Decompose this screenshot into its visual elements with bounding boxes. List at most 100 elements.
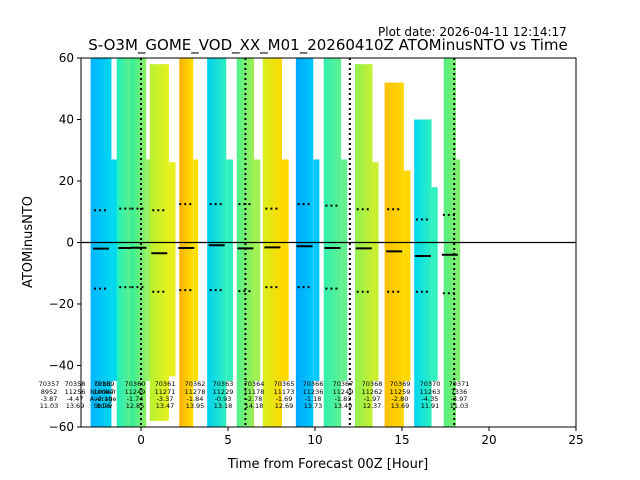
orbit-spread	[313, 159, 320, 381]
orbit-stat: 12.85	[126, 402, 145, 410]
orbit-stat: 70371	[449, 380, 470, 388]
orbit-stat: 70359	[94, 380, 115, 388]
orbit-stat: -1.97	[364, 395, 381, 403]
orbit-stat: 13.69	[66, 402, 85, 410]
orbit-stat: 11271	[155, 388, 176, 396]
orbit-stat: 70360	[125, 380, 146, 388]
y-tick-label: −60	[49, 420, 74, 434]
y-tick-label: 20	[59, 174, 74, 188]
orbit-stat: 11263	[420, 388, 441, 396]
orbit-stat: -4.35	[422, 395, 439, 403]
orbit-stat: 70361	[155, 380, 176, 388]
stats-header-label: Average	[90, 395, 117, 403]
orbit-spread	[111, 159, 119, 381]
y-axis: −60 −40 −20 0 20 40 60	[49, 51, 81, 434]
orbit-stat: 11229	[213, 388, 234, 396]
orbit-band	[384, 82, 404, 427]
orbit-spread	[146, 159, 152, 381]
orbit-stat: 70365	[274, 380, 295, 388]
orbit-spread	[193, 159, 199, 381]
orbit-stat: -1.84	[187, 395, 204, 403]
orbit-stat: 9.76	[97, 402, 111, 410]
orbit-spread	[226, 159, 233, 381]
x-axis-label: Time from Forecast 00Z [Hour]	[227, 457, 429, 472]
orbit-spread	[455, 159, 461, 381]
orbit-stat: 7336	[451, 388, 468, 396]
orbit-stat: -2.19	[96, 395, 113, 403]
orbit-stat: 14.18	[245, 402, 264, 410]
orbit-stat: -3.87	[41, 395, 58, 403]
orbit-stat: -2.78	[246, 395, 263, 403]
orbit-stat: 11259	[390, 388, 411, 396]
y-tick-label: 0	[66, 236, 74, 250]
orbit-stat: -1.69	[276, 395, 293, 403]
orbit-stat: -1.18	[305, 395, 322, 403]
orbit-stat: 13.69	[391, 402, 410, 410]
orbit-stat: 13.95	[186, 402, 205, 410]
orbit-stat: 70363	[213, 380, 234, 388]
orbit-stat: 11249	[125, 388, 146, 396]
orbit-stat: 70358	[65, 380, 86, 388]
orbit-band	[355, 64, 373, 428]
orbit-stat: 11173	[274, 388, 295, 396]
y-axis-label: ATOMinusNTO	[21, 196, 36, 288]
orbit-stat: 12.37	[363, 402, 382, 410]
orbit-stat: -4.47	[67, 395, 84, 403]
forecast-lines	[140, 58, 456, 427]
orbit-stat: 10047	[94, 388, 115, 396]
orbit-spread	[168, 162, 176, 377]
orbit-stat: 11.91	[421, 402, 440, 410]
x-axis: 0 5 10 15 20 25	[137, 427, 584, 447]
plot-date: Plot date: 2026-04-11 12:14:17	[378, 25, 567, 39]
x-tick-label: 0	[137, 433, 145, 447]
orbit-stat: 11.03	[40, 402, 59, 410]
orbit-stat: 70357	[39, 380, 60, 388]
orbit-spread	[254, 159, 261, 381]
x-tick-label: 15	[394, 433, 409, 447]
orbit-stat: 70370	[420, 380, 441, 388]
orbit-spread	[403, 170, 411, 381]
y-tick-label: 40	[59, 113, 74, 127]
orbit-stat: 70364	[244, 380, 265, 388]
orbit-stat: 70368	[362, 380, 383, 388]
orbit-stat: 70366	[303, 380, 324, 388]
orbit-stat: 11178	[244, 388, 265, 396]
stats-header-label: Stdev	[94, 402, 113, 410]
orbit-stat: 11262	[362, 388, 383, 396]
orbit-stat: 12.69	[275, 402, 294, 410]
orbit-stat: 70367	[333, 380, 354, 388]
orbit-stat: 13.47	[156, 402, 175, 410]
stats-header-label: Number	[90, 388, 116, 396]
orbit-stat: 13.73	[304, 402, 323, 410]
y-tick-label: 60	[59, 51, 74, 65]
orbit-spread	[281, 159, 289, 381]
x-tick-label: 25	[568, 433, 583, 447]
stats-header-label: Orbit	[95, 380, 112, 388]
x-tick-label: 20	[481, 433, 496, 447]
chart-title: S-O3M_GOME_VOD_XX_M01_20260410Z ATOMinus…	[88, 36, 567, 55]
y-tick-label: −20	[49, 297, 74, 311]
orbit-stat: -3.37	[157, 395, 174, 403]
orbit-stat: -0.93	[215, 395, 232, 403]
orbit-stat: 13.18	[214, 402, 233, 410]
orbit-stat: 70362	[185, 380, 206, 388]
orbit-stats: OrbitNumberAverageStdev703578952-3.8711.…	[39, 380, 470, 410]
x-tick-label: 10	[307, 433, 322, 447]
orbit-spread	[431, 187, 438, 381]
orbit-band	[414, 119, 432, 427]
orbit-stat: -1.83	[335, 395, 352, 403]
y-tick-label: −40	[49, 359, 74, 373]
orbit-stat: -1.74	[127, 395, 144, 403]
orbit-stat: 13.49	[334, 402, 353, 410]
orbit-stat: 11236	[303, 388, 324, 396]
orbit-spread	[341, 159, 348, 381]
orbit-stat: -2.80	[392, 395, 409, 403]
orbit-stat: 11249	[333, 388, 354, 396]
x-tick-label: 5	[224, 433, 232, 447]
orbit-stat: 70369	[390, 380, 411, 388]
orbit-spread	[372, 162, 379, 381]
orbit-stat: 11.03	[450, 402, 469, 410]
orbit-stat: -3.97	[451, 395, 468, 403]
orbit-stat: 11256	[65, 388, 86, 396]
